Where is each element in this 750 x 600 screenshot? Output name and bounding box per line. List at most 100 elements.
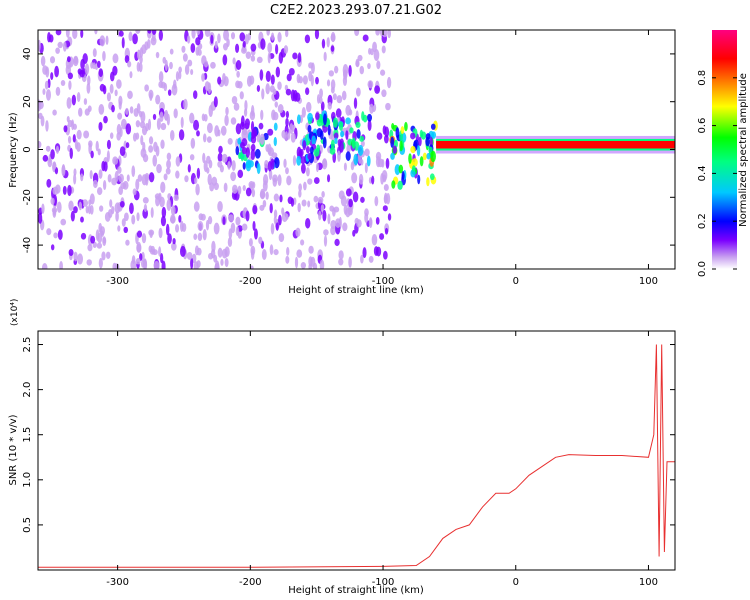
spectral-blob [59, 261, 63, 269]
spectral-blob [235, 60, 242, 70]
spectrogram-y-label: Frequency (Hz) [8, 112, 19, 188]
spectral-blob [261, 248, 267, 260]
colorbar-label: Normalized spectral amplitude [738, 73, 749, 227]
spectral-blob [250, 43, 257, 52]
spectral-blob [360, 196, 365, 203]
spectral-blob [321, 38, 326, 49]
spectral-blob [310, 256, 316, 267]
spectral-blob [307, 124, 312, 133]
spectral-blob [373, 49, 380, 62]
spectral-blob [165, 223, 170, 236]
spectral-blob [220, 258, 224, 266]
spectral-blob [173, 194, 179, 202]
spectral-blob [78, 201, 83, 211]
spectral-blob [111, 104, 115, 113]
spectral-blob [161, 206, 167, 219]
spectral-blob [112, 156, 119, 165]
spectral-blob [217, 247, 223, 258]
spectral-blob [352, 191, 359, 203]
snr-panel: -300 -200 -100 0 100 0.5 1.0 1.5 2.0 2.5 Height … [8, 299, 676, 596]
spectral-blob [278, 214, 282, 226]
spectral-blob [301, 107, 306, 118]
spectral-blob [50, 72, 54, 81]
spectral-blob [72, 30, 78, 40]
spectral-blob [332, 93, 337, 101]
spectral-blob [332, 117, 338, 128]
spectral-blob [279, 194, 283, 203]
spectral-blob [370, 48, 374, 56]
spectral-blob [103, 115, 108, 124]
spectral-blob [285, 30, 289, 38]
spectral-blob [131, 165, 136, 178]
spectral-blob [376, 132, 383, 140]
spectral-blob [155, 94, 161, 105]
spectral-blob [364, 148, 370, 157]
spectral-blob [222, 54, 228, 66]
spectral-blob [338, 250, 344, 260]
spectral-blob [272, 111, 279, 121]
spectral-blob [217, 33, 221, 44]
spectral-blob [268, 168, 273, 181]
spectral-blob [214, 41, 218, 49]
spectral-blob [119, 146, 126, 157]
spectral-band-core [436, 140, 675, 149]
spectral-blob [381, 158, 385, 168]
spectral-blob [159, 111, 164, 122]
spectral-blob [225, 106, 229, 116]
spectral-blob [294, 256, 299, 269]
spectral-blob [96, 242, 103, 249]
spectral-blob [430, 150, 436, 163]
spectral-blob [359, 135, 365, 142]
spectral-blob [329, 147, 336, 155]
spectral-blob [383, 183, 389, 191]
spectral-blob [305, 146, 310, 154]
spectral-blob [311, 135, 316, 146]
spectral-blob [38, 101, 44, 110]
spectral-blob [410, 145, 416, 154]
spectral-blob [98, 222, 103, 233]
spectral-blob [245, 210, 250, 222]
spectral-blob [148, 229, 155, 236]
spectral-blob [307, 112, 313, 122]
spectral-blob [129, 106, 134, 114]
spectral-blob [193, 201, 200, 212]
spectral-blob [99, 35, 106, 47]
spectral-blob [137, 174, 143, 182]
spectral-blob [71, 119, 75, 131]
spectral-blob [296, 249, 303, 258]
spectral-blob [308, 263, 313, 269]
spectral-blob [318, 210, 322, 221]
spectral-blob [40, 55, 46, 67]
spectral-blob [311, 62, 315, 74]
spectral-blob [98, 257, 103, 269]
spectral-blob [54, 65, 59, 78]
spectral-blob [119, 200, 125, 208]
spectral-blob [158, 246, 162, 257]
spectral-blob [300, 239, 305, 246]
spectral-blob [135, 30, 141, 34]
spectral-blob [120, 182, 127, 189]
spectral-blob [63, 125, 68, 133]
spectral-blob [233, 102, 240, 111]
spectral-blob [178, 70, 182, 80]
colorbar-tick-label: 0.4 [697, 165, 708, 181]
spectral-blob [248, 238, 253, 247]
spectral-blob [84, 63, 90, 75]
spectral-blob [264, 160, 269, 169]
spectral-blob [191, 30, 196, 39]
spectral-blob [386, 76, 392, 89]
spectral-blob [50, 244, 55, 251]
x-tick-label: 0 [513, 276, 519, 287]
spectral-blob [302, 139, 307, 151]
spectral-blob [239, 32, 246, 42]
spectral-blob [340, 130, 345, 138]
spectral-blob [41, 203, 45, 214]
spectral-blob [203, 60, 209, 68]
spectral-blob [125, 123, 132, 135]
spectral-blob [362, 247, 367, 259]
spectral-blob [351, 137, 356, 150]
spectral-blob [55, 145, 60, 154]
spectral-blob [202, 133, 207, 143]
spectral-blob [187, 59, 193, 67]
spectral-blob [190, 257, 194, 269]
